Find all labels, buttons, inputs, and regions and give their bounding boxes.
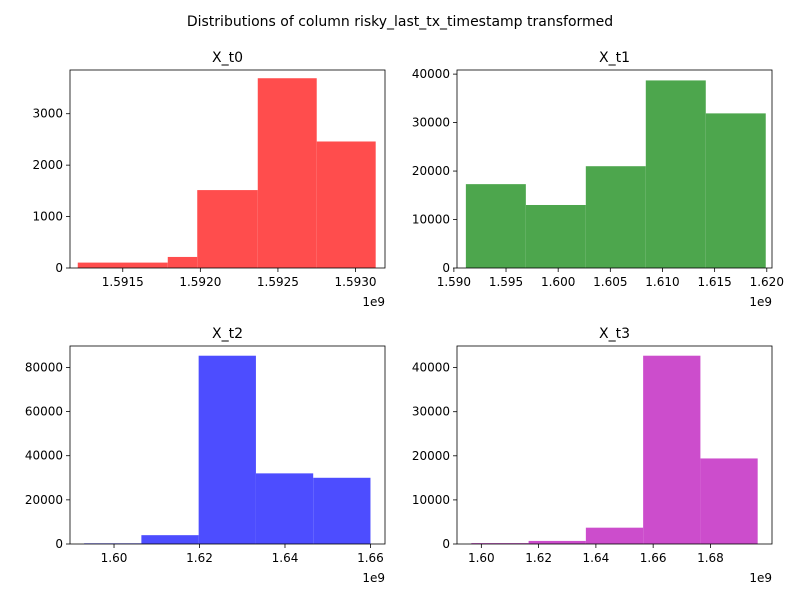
x-tick-label: 1.620: [750, 275, 784, 289]
x-tick-label: 1.5925: [257, 275, 299, 289]
subplot-title: X_t3: [599, 326, 630, 342]
subplot-title: X_t1: [599, 50, 630, 66]
figure-title: Distributions of column risky_last_tx_ti…: [187, 14, 613, 30]
y-tick-label: 10000: [412, 493, 450, 507]
y-tick-label: 30000: [412, 116, 450, 130]
x-tick-label: 1.5930: [335, 275, 377, 289]
x-tick-label: 1.62: [525, 551, 552, 565]
x-tick-label: 1.5920: [179, 275, 221, 289]
x-tick-label: 1.66: [640, 551, 667, 565]
x-offset-label: 1e9: [362, 571, 385, 585]
y-tick-label: 40000: [412, 67, 450, 81]
y-tick-label: 20000: [25, 493, 63, 507]
histogram-bar: [141, 535, 199, 544]
histogram-bar: [198, 355, 256, 544]
x-tick-label: 1.62: [186, 551, 213, 565]
x-tick-label: 1.60: [468, 551, 495, 565]
histogram-bar: [528, 540, 586, 544]
y-tick-label: 20000: [412, 164, 450, 178]
x-tick-label: 1.615: [697, 275, 731, 289]
x-tick-label: 1.600: [541, 275, 575, 289]
x-offset-label: 1e9: [362, 295, 385, 309]
x-tick-label: 1.590: [437, 275, 471, 289]
y-tick-label: 0: [442, 261, 450, 275]
y-tick-label: 3000: [32, 107, 63, 121]
histogram-bar: [167, 256, 198, 268]
y-tick-label: 10000: [412, 213, 450, 227]
histogram-bar: [316, 141, 376, 268]
y-tick-label: 0: [55, 261, 63, 275]
histogram-bar: [77, 262, 168, 268]
y-tick-label: 0: [442, 537, 450, 551]
x-tick-label: 1.60: [101, 551, 128, 565]
x-tick-label: 1.5915: [102, 275, 144, 289]
subplot-2: 1.60 1.62 1.64 1.66 0 20000 40000 60000 80000 1e9…: [25, 326, 386, 585]
x-tick-label: 1.68: [697, 551, 724, 565]
axes-frame: [69, 69, 386, 269]
subplot-title: X_t2: [212, 326, 243, 342]
histogram-bar: [525, 204, 586, 268]
x-offset-label: 1e9: [749, 295, 772, 309]
histogram-bar: [643, 355, 701, 544]
histogram-bar: [705, 113, 766, 268]
x-offset-label: 1e9: [749, 571, 772, 585]
histogram-bar: [700, 458, 758, 544]
y-tick-label: 1000: [32, 210, 63, 224]
histogram-bar: [645, 80, 706, 268]
y-tick-label: 40000: [25, 449, 63, 463]
axes-frame: [69, 345, 386, 545]
histogram-bar: [313, 477, 371, 544]
histogram-bar: [197, 190, 258, 268]
histogram-bar: [465, 184, 526, 268]
y-tick-label: 80000: [25, 360, 63, 374]
x-tick-label: 1.64: [272, 551, 299, 565]
histogram-bar: [257, 78, 317, 268]
y-tick-label: 30000: [412, 405, 450, 419]
subplot-3: 1.60 1.62 1.64 1.66 1.68 0 10000 20000 30000 4000…: [412, 326, 773, 585]
axes-frame: [456, 345, 773, 545]
histogram-bar: [255, 473, 314, 544]
histogram-bar: [585, 166, 646, 268]
y-tick-label: 60000: [25, 405, 63, 419]
subplot-1: 1.590 1.595 1.600 1.605 1.610 1.615 1.620 0 1000…: [412, 50, 784, 309]
axes-frame: [456, 69, 773, 269]
x-tick-label: 1.64: [583, 551, 610, 565]
x-tick-label: 1.610: [645, 275, 679, 289]
histogram-bar: [585, 527, 644, 544]
histogram-bar: [471, 543, 529, 544]
x-tick-label: 1.66: [357, 551, 384, 565]
y-tick-label: 2000: [32, 158, 63, 172]
y-tick-label: 0: [55, 537, 63, 551]
y-tick-label: 20000: [412, 449, 450, 463]
subplot-0: 1.5915 1.5920 1.5925 1.5930 0 1000 2000 3000 1e9…: [32, 50, 386, 309]
x-tick-label: 1.595: [489, 275, 523, 289]
subplots: 1.5915 1.5920 1.5925 1.5930 0 1000 2000 3000 1e9…: [25, 50, 784, 585]
subplot-title: X_t0: [212, 50, 243, 66]
x-tick-label: 1.605: [593, 275, 627, 289]
y-tick-label: 40000: [412, 361, 450, 375]
